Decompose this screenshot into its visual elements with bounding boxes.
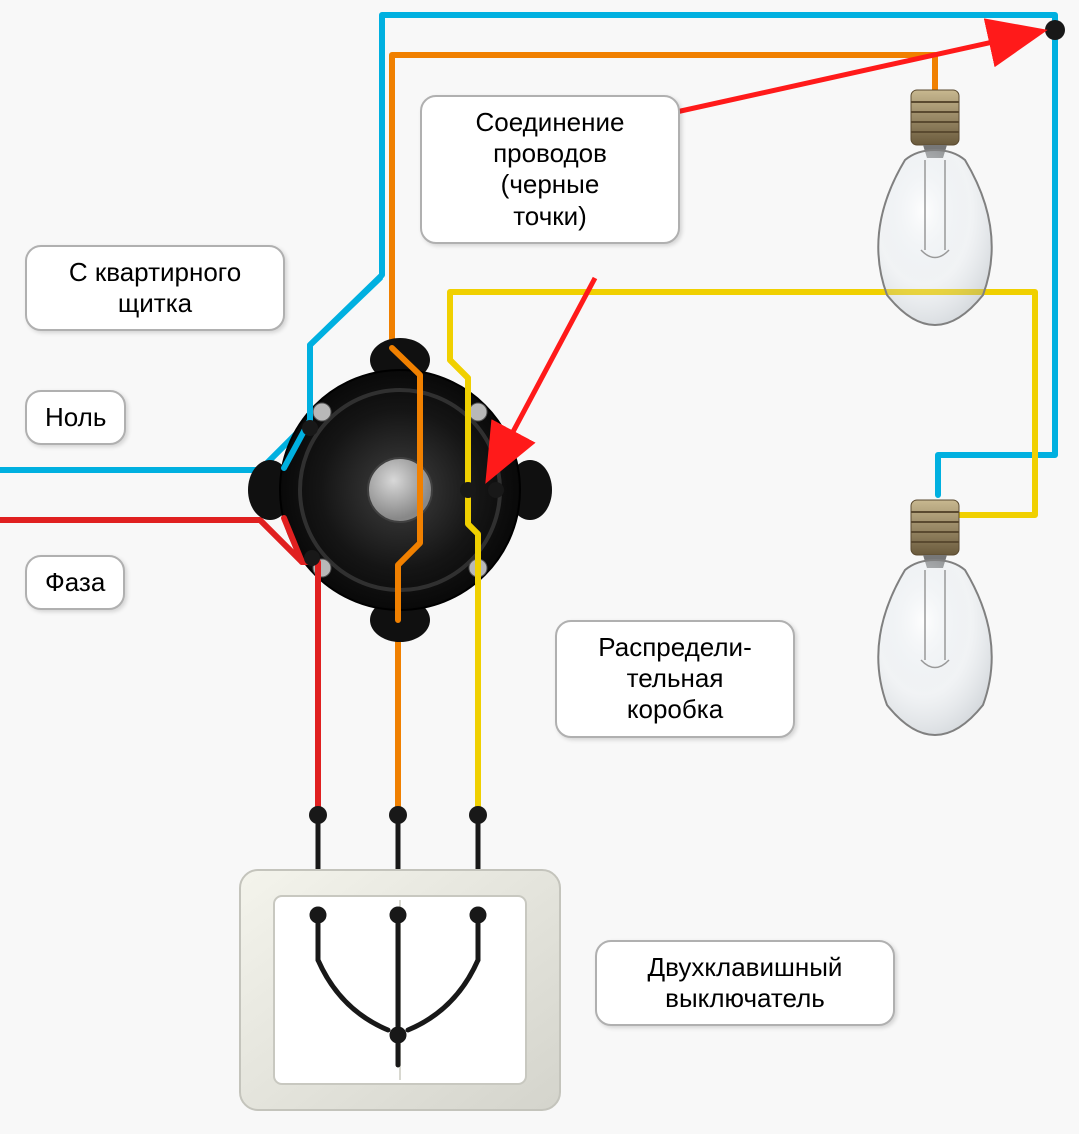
label-junction-box: Распредели- тельная коробка [555,620,795,738]
label-phase: Фаза [25,555,125,610]
wire-neutral-branch [938,30,1055,495]
label-connections: Соединение проводов (черные точки) [420,95,680,244]
wire-group-over [284,278,478,620]
label-switch: Двухклавишный выключатель [595,940,895,1026]
label-neutral: Ноль [25,390,126,445]
junction-box [248,338,552,642]
wiring-diagram: Соединение проводов (черные точки) С ква… [0,0,1079,1134]
label-from-panel: С квартирного щитка [25,245,285,331]
bulb-2 [878,500,991,735]
bulb-1 [878,90,991,325]
double-switch [240,870,560,1110]
